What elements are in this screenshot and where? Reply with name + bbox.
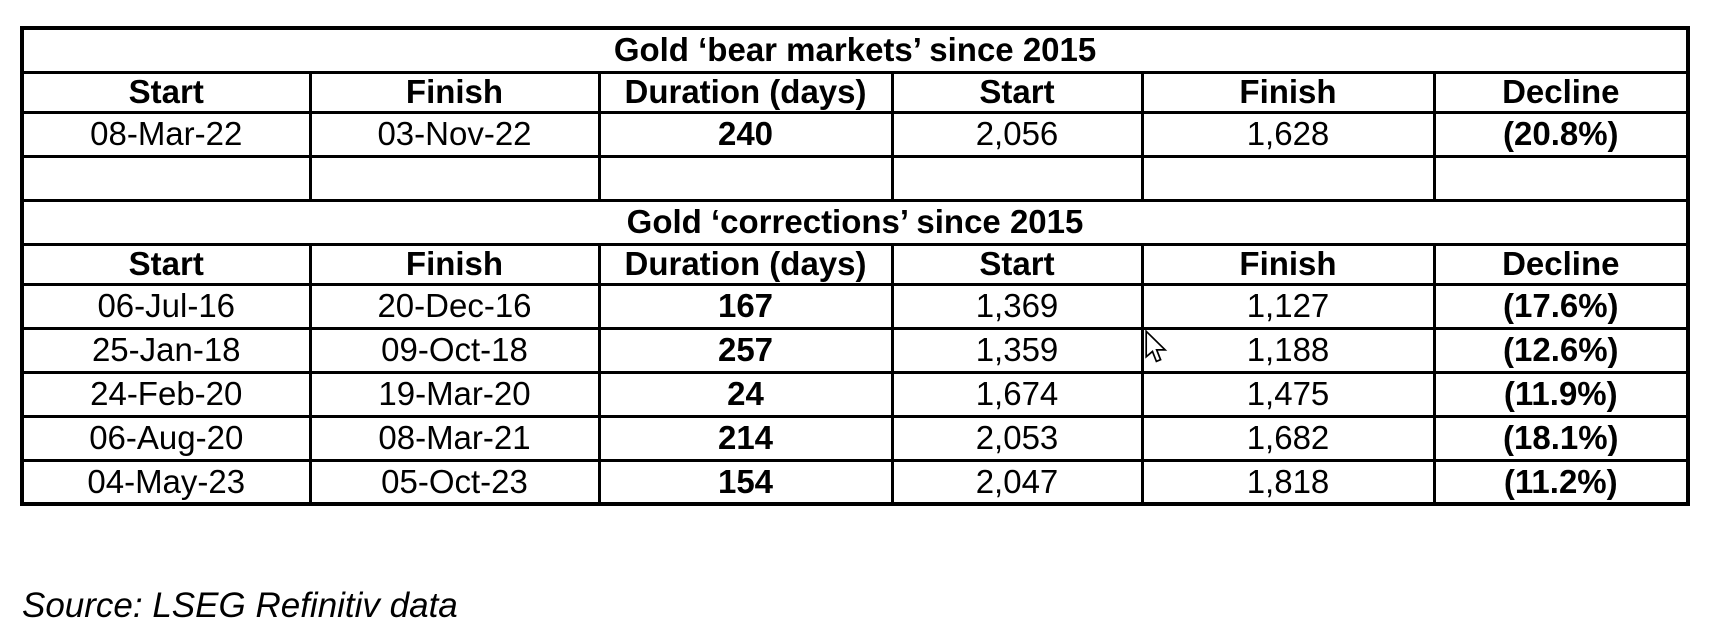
cell-start-date: 08-Mar-22 [20,110,312,158]
cell-start-date: 25-Jan-18 [20,326,312,374]
bear-header-start-date: Start [20,70,312,114]
corrections-table-header-row: Start Finish Duration (days) Start Finis… [20,242,1690,286]
cell-start-price: 2,047 [890,458,1144,506]
corrections-header-start-price: Start [890,242,1144,286]
cell-finish-price: 1,818 [1140,458,1436,506]
cell-start-date: 04-May-23 [20,458,312,506]
bear-header-duration: Duration (days) [597,70,894,114]
cell-duration: 214 [597,414,894,462]
corrections-header-duration: Duration (days) [597,242,894,286]
table-row: 24-Feb-20 19-Mar-20 24 1,674 1,475 (11.9… [20,370,1690,418]
cell-start-price: 2,053 [890,414,1144,462]
cell-duration: 154 [597,458,894,506]
empty-cell [890,154,1144,202]
table-row: 04-May-23 05-Oct-23 154 2,047 1,818 (11.… [20,458,1690,506]
cell-start-date: 06-Aug-20 [20,414,312,462]
empty-row [20,154,1690,202]
table-row: 25-Jan-18 09-Oct-18 257 1,359 1,188 (12.… [20,326,1690,374]
empty-cell [1140,154,1436,202]
cell-decline: (20.8%) [1432,110,1690,158]
cell-finish-date: 09-Oct-18 [308,326,601,374]
corrections-table-title-row: Gold ‘corrections’ since 2015 [20,198,1690,246]
cell-decline: (11.9%) [1432,370,1690,418]
cell-finish-date: 05-Oct-23 [308,458,601,506]
bear-header-finish-price: Finish [1140,70,1436,114]
cell-start-date: 24-Feb-20 [20,370,312,418]
empty-cell [20,154,312,202]
bear-table-title-row: Gold ‘bear markets’ since 2015 [20,26,1690,74]
cell-finish-date: 03-Nov-22 [308,110,601,158]
corrections-header-finish-date: Finish [308,242,601,286]
cell-finish-date: 19-Mar-20 [308,370,601,418]
corrections-header-finish-price: Finish [1140,242,1436,286]
cell-start-price: 1,674 [890,370,1144,418]
cell-finish-price: 1,188 [1140,326,1436,374]
cell-decline: (18.1%) [1432,414,1690,462]
source-note: Source: LSEG Refinitiv data [22,586,458,625]
table-row: 08-Mar-22 03-Nov-22 240 2,056 1,628 (20.… [20,110,1690,158]
cell-duration: 257 [597,326,894,374]
cell-finish-price: 1,682 [1140,414,1436,462]
table-row: 06-Aug-20 08-Mar-21 214 2,053 1,682 (18.… [20,414,1690,462]
cell-duration: 240 [597,110,894,158]
cell-start-price: 1,369 [890,282,1144,330]
corrections-header-decline: Decline [1432,242,1690,286]
cell-finish-price: 1,628 [1140,110,1436,158]
empty-cell [308,154,601,202]
cell-start-price: 2,056 [890,110,1144,158]
cell-start-date: 06-Jul-16 [20,282,312,330]
corrections-table-title: Gold ‘corrections’ since 2015 [20,198,1690,246]
cell-finish-date: 08-Mar-21 [308,414,601,462]
bear-header-start-price: Start [890,70,1144,114]
bear-header-decline: Decline [1432,70,1690,114]
cell-start-price: 1,359 [890,326,1144,374]
cell-duration: 167 [597,282,894,330]
cell-finish-date: 20-Dec-16 [308,282,601,330]
cell-duration: 24 [597,370,894,418]
empty-cell [597,154,894,202]
empty-cell [1432,154,1690,202]
cell-decline: (12.6%) [1432,326,1690,374]
cell-decline: (17.6%) [1432,282,1690,330]
gold-markets-table: Gold ‘bear markets’ since 2015 Start Fin… [20,26,1691,506]
cell-finish-price: 1,475 [1140,370,1436,418]
table-row: 06-Jul-16 20-Dec-16 167 1,369 1,127 (17.… [20,282,1690,330]
bear-table-header-row: Start Finish Duration (days) Start Finis… [20,70,1690,114]
cell-finish-price: 1,127 [1140,282,1436,330]
cell-decline: (11.2%) [1432,458,1690,506]
bear-header-finish-date: Finish [308,70,601,114]
bear-table-title: Gold ‘bear markets’ since 2015 [20,26,1690,74]
corrections-header-start-date: Start [20,242,312,286]
